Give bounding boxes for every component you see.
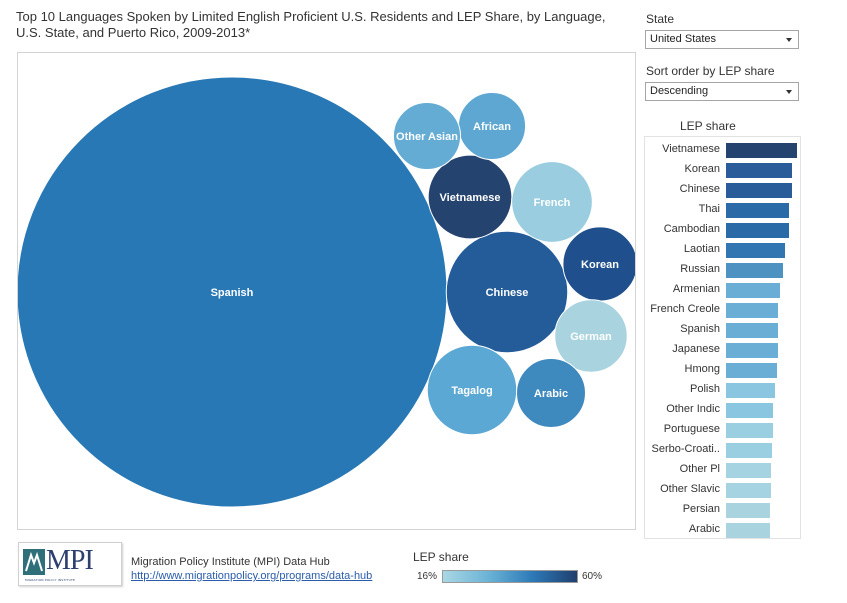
lep-bar-label: Other Indic	[666, 403, 720, 415]
lep-bar-label: Polish	[690, 383, 720, 395]
bubble-chart-frame: Spanish Chinese Vietnamese Tagalog French Kor…	[17, 52, 636, 530]
lep-bar-other-pl[interactable]	[726, 463, 771, 478]
bubble-label-other-asian: Other Asian	[396, 131, 458, 143]
color-legend-title: LEP share	[413, 550, 469, 564]
bubble-french[interactable]	[511, 161, 593, 243]
bubble-label-german: German	[570, 331, 612, 343]
color-legend-min: 16%	[417, 571, 438, 582]
lep-bar-label: Vietnamese	[662, 143, 720, 155]
source-name: Migration Policy Institute (MPI) Data Hu…	[131, 556, 330, 568]
lep-bar-vietnamese[interactable]	[726, 143, 797, 158]
lep-bar-portuguese[interactable]	[726, 423, 774, 438]
bubble-arabic[interactable]	[516, 358, 586, 428]
bubble-label-chinese: Chinese	[486, 287, 529, 299]
lep-bar-other-indic[interactable]	[726, 403, 774, 418]
mpi-logo[interactable]: MPI MIGRATION POLICY INSTITUTE	[18, 542, 122, 586]
lep-share-panel	[644, 136, 801, 539]
lep-bar-arabic[interactable]	[726, 523, 770, 538]
lep-bar-label: Other Slavic	[660, 483, 720, 495]
lep-bar-row-french-creole[interactable]: French Creole	[645, 300, 800, 320]
lep-bar-row-korean[interactable]: Korean	[645, 160, 800, 180]
lep-bar-label: Japanese	[672, 343, 720, 355]
lep-bar-row-thai[interactable]: Thai	[645, 200, 800, 220]
lep-bar-row-persian[interactable]: Persian	[645, 500, 800, 520]
mpi-logo-mark-icon	[23, 549, 45, 575]
lep-bar-french-creole[interactable]	[726, 303, 779, 318]
lep-bar-label: Chinese	[679, 183, 720, 195]
bubble-label-french: French	[534, 197, 571, 209]
lep-bar-chinese[interactable]	[726, 183, 793, 198]
lep-bar-other-slavic[interactable]	[726, 483, 771, 498]
lep-bar-thai[interactable]	[726, 203, 789, 218]
sort-order-label: Sort order by LEP share	[646, 64, 775, 78]
lep-bar-row-hmong[interactable]: Hmong	[645, 360, 800, 380]
lep-bar-row-chinese[interactable]: Chinese	[645, 180, 800, 200]
lep-bar-label: Portuguese	[663, 423, 720, 435]
lep-bar-row-russian[interactable]: Russian	[645, 260, 800, 280]
lep-bar-row-polish[interactable]: Polish	[645, 380, 800, 400]
lep-bar-label: Thai	[698, 203, 720, 215]
lep-bar-label: Serbo-Croati..	[651, 443, 720, 455]
lep-bar-row-spanish[interactable]: Spanish	[645, 320, 800, 340]
lep-bar-row-armenian[interactable]: Armenian	[645, 280, 800, 300]
lep-bar-row-other-slavic[interactable]: Other Slavic	[645, 480, 800, 500]
bubble-label-african: African	[473, 121, 511, 133]
bubble-label-vietnamese: Vietnamese	[440, 192, 501, 204]
lep-bar-laotian[interactable]	[726, 243, 786, 258]
sort-order-dropdown-value: Descending	[650, 85, 709, 97]
bubble-chinese[interactable]	[445, 230, 569, 354]
lep-bar-label: Laotian	[683, 243, 720, 255]
lep-bar-row-other-pl[interactable]: Other Pl	[645, 460, 800, 480]
lep-bar-row-other-indic[interactable]: Other Indic	[645, 400, 800, 420]
lep-bar-label: Cambodian	[663, 223, 720, 235]
color-legend-max: 60%	[582, 571, 603, 582]
state-filter-label: State	[646, 12, 675, 26]
lep-bar-label: French Creole	[650, 303, 720, 315]
bubble-label-korean: Korean	[581, 259, 619, 271]
lep-bar-row-vietnamese[interactable]: Vietnamese	[645, 140, 800, 160]
lep-bar-row-laotian[interactable]: Laotian	[645, 240, 800, 260]
bubble-german[interactable]	[554, 299, 628, 373]
chevron-down-icon[interactable]	[786, 90, 792, 94]
lep-bar-serbo-croati[interactable]	[726, 443, 773, 458]
lep-bar-persian[interactable]	[726, 503, 770, 518]
source-link[interactable]: http://www.migrationpolicy.org/programs/…	[131, 570, 373, 582]
bubble-chart: Spanish Chinese Vietnamese Tagalog French Kor…	[18, 76, 635, 508]
lep-bar-label: Persian	[682, 503, 720, 515]
chart-title: Top 10 Languages Spoken by Limited Engli…	[16, 9, 606, 40]
mpi-logo-subtext: MIGRATION POLICY INSTITUTE	[25, 578, 76, 582]
state-dropdown-value: United States	[650, 33, 717, 45]
sort-order-dropdown[interactable]: Descending	[645, 82, 799, 101]
lep-bar-cambodian[interactable]	[726, 223, 789, 238]
lep-bar-korean[interactable]	[726, 163, 793, 178]
lep-bar-russian[interactable]	[726, 263, 783, 278]
mpi-logo-text: MPI	[46, 545, 94, 576]
bubble-other-asian[interactable]	[392, 101, 462, 171]
bubble-label-arabic: Arabic	[534, 388, 568, 400]
lep-bar-label: Armenian	[672, 283, 720, 295]
lep-bar-polish[interactable]	[726, 383, 775, 398]
lep-bar-hmong[interactable]	[726, 363, 777, 378]
lep-bar-japanese[interactable]	[726, 343, 779, 358]
lep-share-bar-title: LEP share	[680, 119, 736, 133]
lep-bar-row-serbo-croati[interactable]: Serbo-Croati..	[645, 440, 800, 460]
bubble-label-tagalog: Tagalog	[451, 385, 492, 397]
lep-bar-label: Other Pl	[679, 463, 720, 475]
state-dropdown[interactable]: United States	[645, 30, 799, 49]
lep-bar-row-portuguese[interactable]: Portuguese	[645, 420, 800, 440]
lep-bar-label: Spanish	[680, 323, 720, 335]
lep-bar-label: Arabic	[688, 523, 720, 535]
lep-bar-label: Hmong	[684, 363, 720, 375]
lep-bar-armenian[interactable]	[726, 283, 781, 298]
lep-bar-row-japanese[interactable]: Japanese	[645, 340, 800, 360]
lep-bar-row-cambodian[interactable]: Cambodian	[645, 220, 800, 240]
bubble-label-spanish: Spanish	[211, 287, 254, 299]
lep-bar-spanish[interactable]	[726, 323, 779, 338]
chevron-down-icon[interactable]	[786, 38, 792, 42]
color-legend-gradient	[442, 570, 578, 583]
lep-bar-row-arabic[interactable]: Arabic	[645, 520, 800, 540]
lep-bar-label: Korean	[684, 163, 720, 175]
lep-bar-label: Russian	[680, 263, 720, 275]
